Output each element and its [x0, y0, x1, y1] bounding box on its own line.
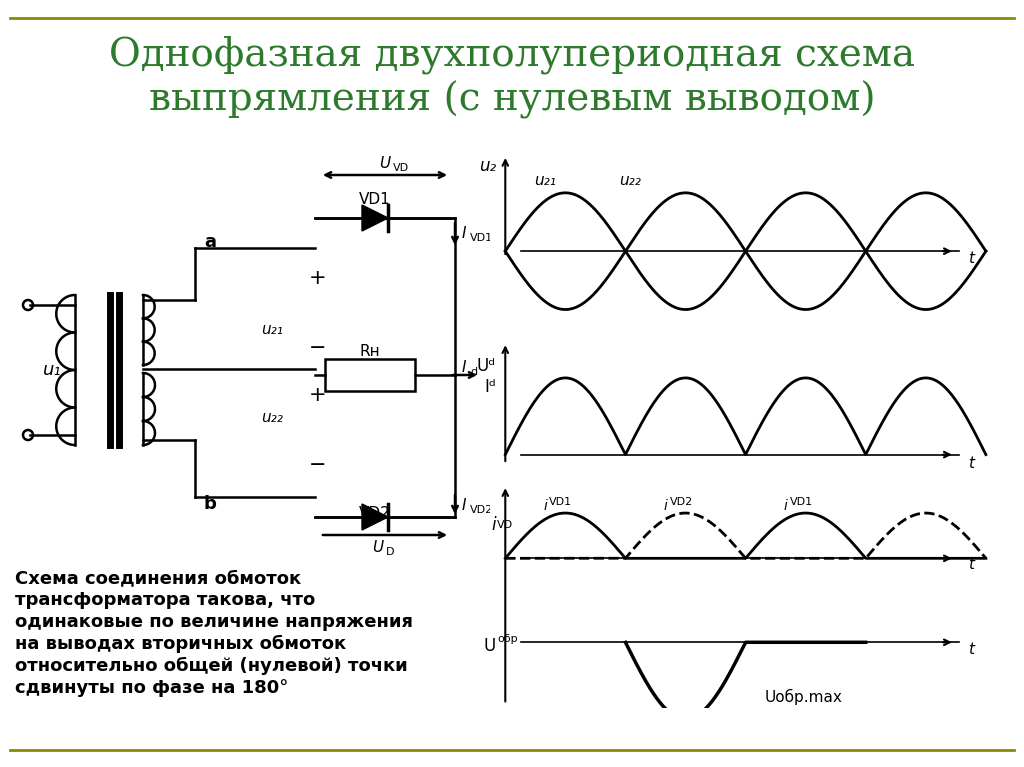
Text: трансформатора такова, что: трансформатора такова, что [15, 591, 315, 609]
Text: i: i [544, 499, 548, 513]
Text: u₂: u₂ [478, 156, 496, 175]
Text: U: U [373, 539, 384, 555]
Text: VD: VD [497, 521, 513, 531]
Text: одинаковые по величине напряжения: одинаковые по величине напряжения [15, 613, 413, 631]
Text: I: I [462, 498, 467, 512]
Text: t: t [969, 251, 975, 266]
Text: Однофазная двухполупериодная схема: Однофазная двухполупериодная схема [109, 36, 915, 74]
Text: Rн: Rн [359, 344, 380, 360]
Text: i: i [492, 516, 496, 535]
Text: VD1: VD1 [470, 233, 494, 243]
Text: u₂₂: u₂₂ [261, 410, 283, 426]
Text: VD2: VD2 [470, 505, 494, 515]
Text: выпрямления (с нулевым выводом): выпрямления (с нулевым выводом) [148, 81, 876, 119]
Text: i: i [783, 499, 787, 513]
Text: VD2: VD2 [359, 505, 391, 521]
Text: на выводах вторичных обмоток: на выводах вторичных обмоток [15, 635, 346, 653]
Text: VD1: VD1 [790, 497, 813, 507]
Text: сдвинуты по фазе на 180°: сдвинуты по фазе на 180° [15, 679, 289, 697]
Text: a: a [204, 233, 216, 251]
Text: u₂₁: u₂₁ [261, 322, 283, 337]
Text: b: b [204, 495, 216, 513]
Polygon shape [362, 504, 388, 530]
Text: +: + [309, 385, 327, 405]
Text: VD1: VD1 [549, 497, 572, 507]
Text: +: + [309, 268, 327, 288]
Text: Uᵈ: Uᵈ [477, 357, 496, 375]
Text: t: t [969, 642, 975, 657]
Polygon shape [362, 205, 388, 231]
Text: относительно общей (нулевой) точки: относительно общей (нулевой) точки [15, 657, 408, 675]
Text: I: I [462, 225, 467, 241]
Text: d: d [470, 367, 477, 377]
Text: Iᵈ: Iᵈ [484, 378, 496, 397]
Text: D: D [386, 547, 394, 557]
Text: VD: VD [393, 163, 410, 173]
Text: −: − [309, 338, 327, 358]
Text: t: t [969, 557, 975, 571]
Text: i: i [664, 499, 668, 513]
Text: t: t [969, 456, 975, 472]
Text: VD1: VD1 [359, 193, 391, 208]
Text: Uобр.max: Uобр.max [765, 689, 843, 705]
Text: U: U [380, 156, 390, 170]
Bar [325, 359, 415, 391]
Text: u₁: u₁ [43, 361, 61, 379]
Text: I: I [462, 360, 467, 374]
Text: VD2: VD2 [670, 497, 692, 507]
Text: u₂₁: u₂₁ [535, 173, 556, 187]
Text: −: − [309, 455, 327, 475]
Text: обр: обр [498, 634, 518, 644]
Text: u₂₂: u₂₂ [618, 173, 641, 187]
Text: Схема соединения обмоток: Схема соединения обмоток [15, 569, 301, 587]
Text: U: U [483, 637, 496, 655]
